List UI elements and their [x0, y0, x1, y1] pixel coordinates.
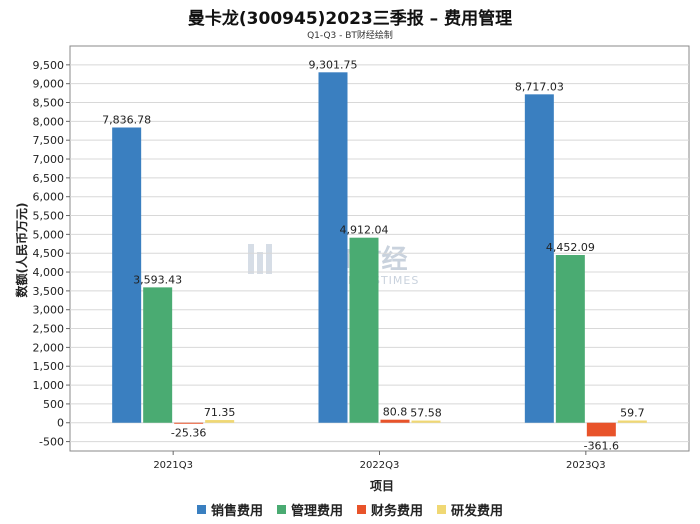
data-label: 57.58 — [410, 407, 442, 420]
y-tick-label: 4,500 — [33, 247, 65, 260]
legend-item[interactable]: 财务费用 — [357, 500, 423, 519]
bar — [318, 72, 348, 423]
x-axis-title: 项目 — [370, 479, 394, 493]
x-tick-label: 2022Q3 — [360, 460, 400, 471]
data-label: -25.36 — [171, 427, 206, 440]
legend-swatch — [357, 505, 366, 514]
y-tick-label: 6,000 — [33, 191, 65, 204]
legend-label: 销售费用 — [210, 504, 263, 519]
bar — [555, 255, 585, 423]
data-label: 71.35 — [204, 406, 236, 419]
bar — [174, 422, 204, 424]
y-tick-label: 7,000 — [33, 153, 65, 166]
data-label: 9,301.75 — [309, 58, 358, 71]
y-tick-label: 6,500 — [33, 172, 65, 185]
y-tick-label: 2,000 — [33, 341, 65, 354]
watermark-logo-bar — [257, 252, 263, 274]
bar — [380, 419, 410, 423]
legend-item[interactable]: 销售费用 — [196, 500, 263, 519]
y-tick-label: 9,000 — [33, 78, 65, 91]
y-tick-label: 2,500 — [33, 323, 65, 336]
bar — [411, 420, 441, 423]
y-tick-label: 1,500 — [33, 360, 65, 373]
legend: 销售费用 管理费用 财务费用 研发费用 — [0, 500, 700, 519]
y-tick-label: 500 — [43, 398, 64, 411]
y-tick-label: 4,000 — [33, 266, 65, 279]
legend-swatch — [437, 505, 447, 514]
legend-label: 财务费用 — [371, 504, 424, 519]
y-tick-label: 0 — [57, 417, 64, 430]
y-tick-label: 7,500 — [33, 134, 65, 147]
x-tick-label: 2023Q3 — [566, 460, 606, 471]
watermark-logo-bar — [248, 244, 254, 274]
data-label: 80.8 — [383, 406, 408, 419]
bar — [205, 420, 235, 423]
y-tick-label: 8,000 — [33, 115, 65, 128]
data-label: 7,836.78 — [102, 113, 151, 126]
bar — [617, 420, 647, 423]
legend-item[interactable]: 研发费用 — [437, 500, 503, 519]
bar — [112, 127, 142, 423]
y-tick-label: 3,500 — [33, 285, 65, 298]
data-label: 8,717.03 — [515, 80, 564, 93]
bar — [143, 287, 173, 423]
legend-label: 管理费用 — [290, 504, 343, 519]
data-label: 4,452.09 — [546, 241, 595, 254]
bar — [349, 237, 379, 423]
y-tick-label: 3,000 — [33, 304, 65, 317]
plot-area — [69, 45, 690, 452]
data-label: 4,912.04 — [340, 224, 389, 237]
data-label: 59.7 — [620, 406, 645, 419]
y-tick-label: 5,500 — [33, 210, 65, 223]
y-axis-title: 数额(人民币万元) — [14, 203, 29, 298]
legend-label: 研发费用 — [451, 504, 504, 519]
legend-item[interactable]: 管理费用 — [276, 500, 343, 519]
legend-swatch — [196, 505, 206, 514]
bar — [586, 422, 616, 437]
chart-title: 曼卡龙(300945)2023三季报 – 费用管理 — [187, 9, 513, 29]
data-label: -361.6 — [584, 439, 619, 452]
chart-subtitle: Q1-Q3 - BT财经绘制 — [307, 31, 393, 41]
y-tick-label: 8,500 — [33, 97, 65, 110]
y-tick-label: 1,000 — [33, 379, 65, 392]
y-tick-label: -500 — [39, 436, 64, 449]
watermark-logo-bar — [266, 244, 272, 274]
data-label: 3,593.43 — [133, 273, 182, 286]
y-tick-label: 9,500 — [33, 59, 65, 72]
y-tick-label: 5,000 — [33, 228, 65, 241]
legend-swatch — [276, 505, 286, 514]
x-tick-label: 2021Q3 — [153, 460, 193, 471]
bar — [524, 94, 554, 423]
